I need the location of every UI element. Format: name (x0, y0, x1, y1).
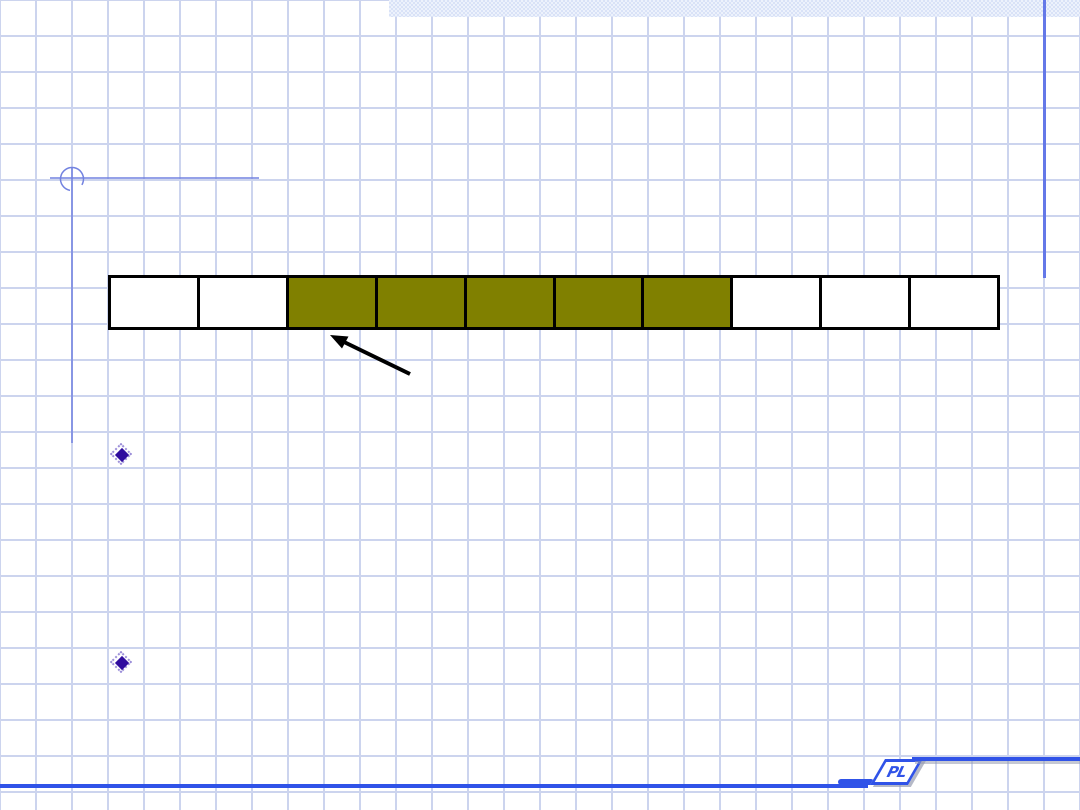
array-cell-empty (733, 278, 823, 327)
array-cell-empty (199, 278, 289, 327)
bottom-rule-step (838, 779, 874, 785)
bullet-diamond-icon (109, 650, 135, 676)
array-cell-empty (822, 278, 912, 327)
bottom-rule-left (0, 784, 868, 788)
array-cell-filled (555, 278, 645, 327)
array-cell-filled (466, 278, 556, 327)
logo-text: PL (885, 762, 909, 781)
array-cell-filled (644, 278, 734, 327)
array-cell-empty (911, 278, 998, 327)
array-cell-filled (377, 278, 467, 327)
array-row (108, 275, 1000, 330)
logo-badge: PL (869, 759, 923, 785)
bullet-diamond-icon (109, 442, 135, 468)
right-vertical-rule (1043, 0, 1046, 278)
pointer-arrow-icon (330, 335, 411, 376)
bottom-rule-right (912, 757, 1080, 761)
array-cell-filled (288, 278, 378, 327)
top-accent-bar (389, 0, 1080, 17)
corner-compass-decoration-icon (50, 166, 259, 443)
array-cell-empty (111, 278, 200, 327)
